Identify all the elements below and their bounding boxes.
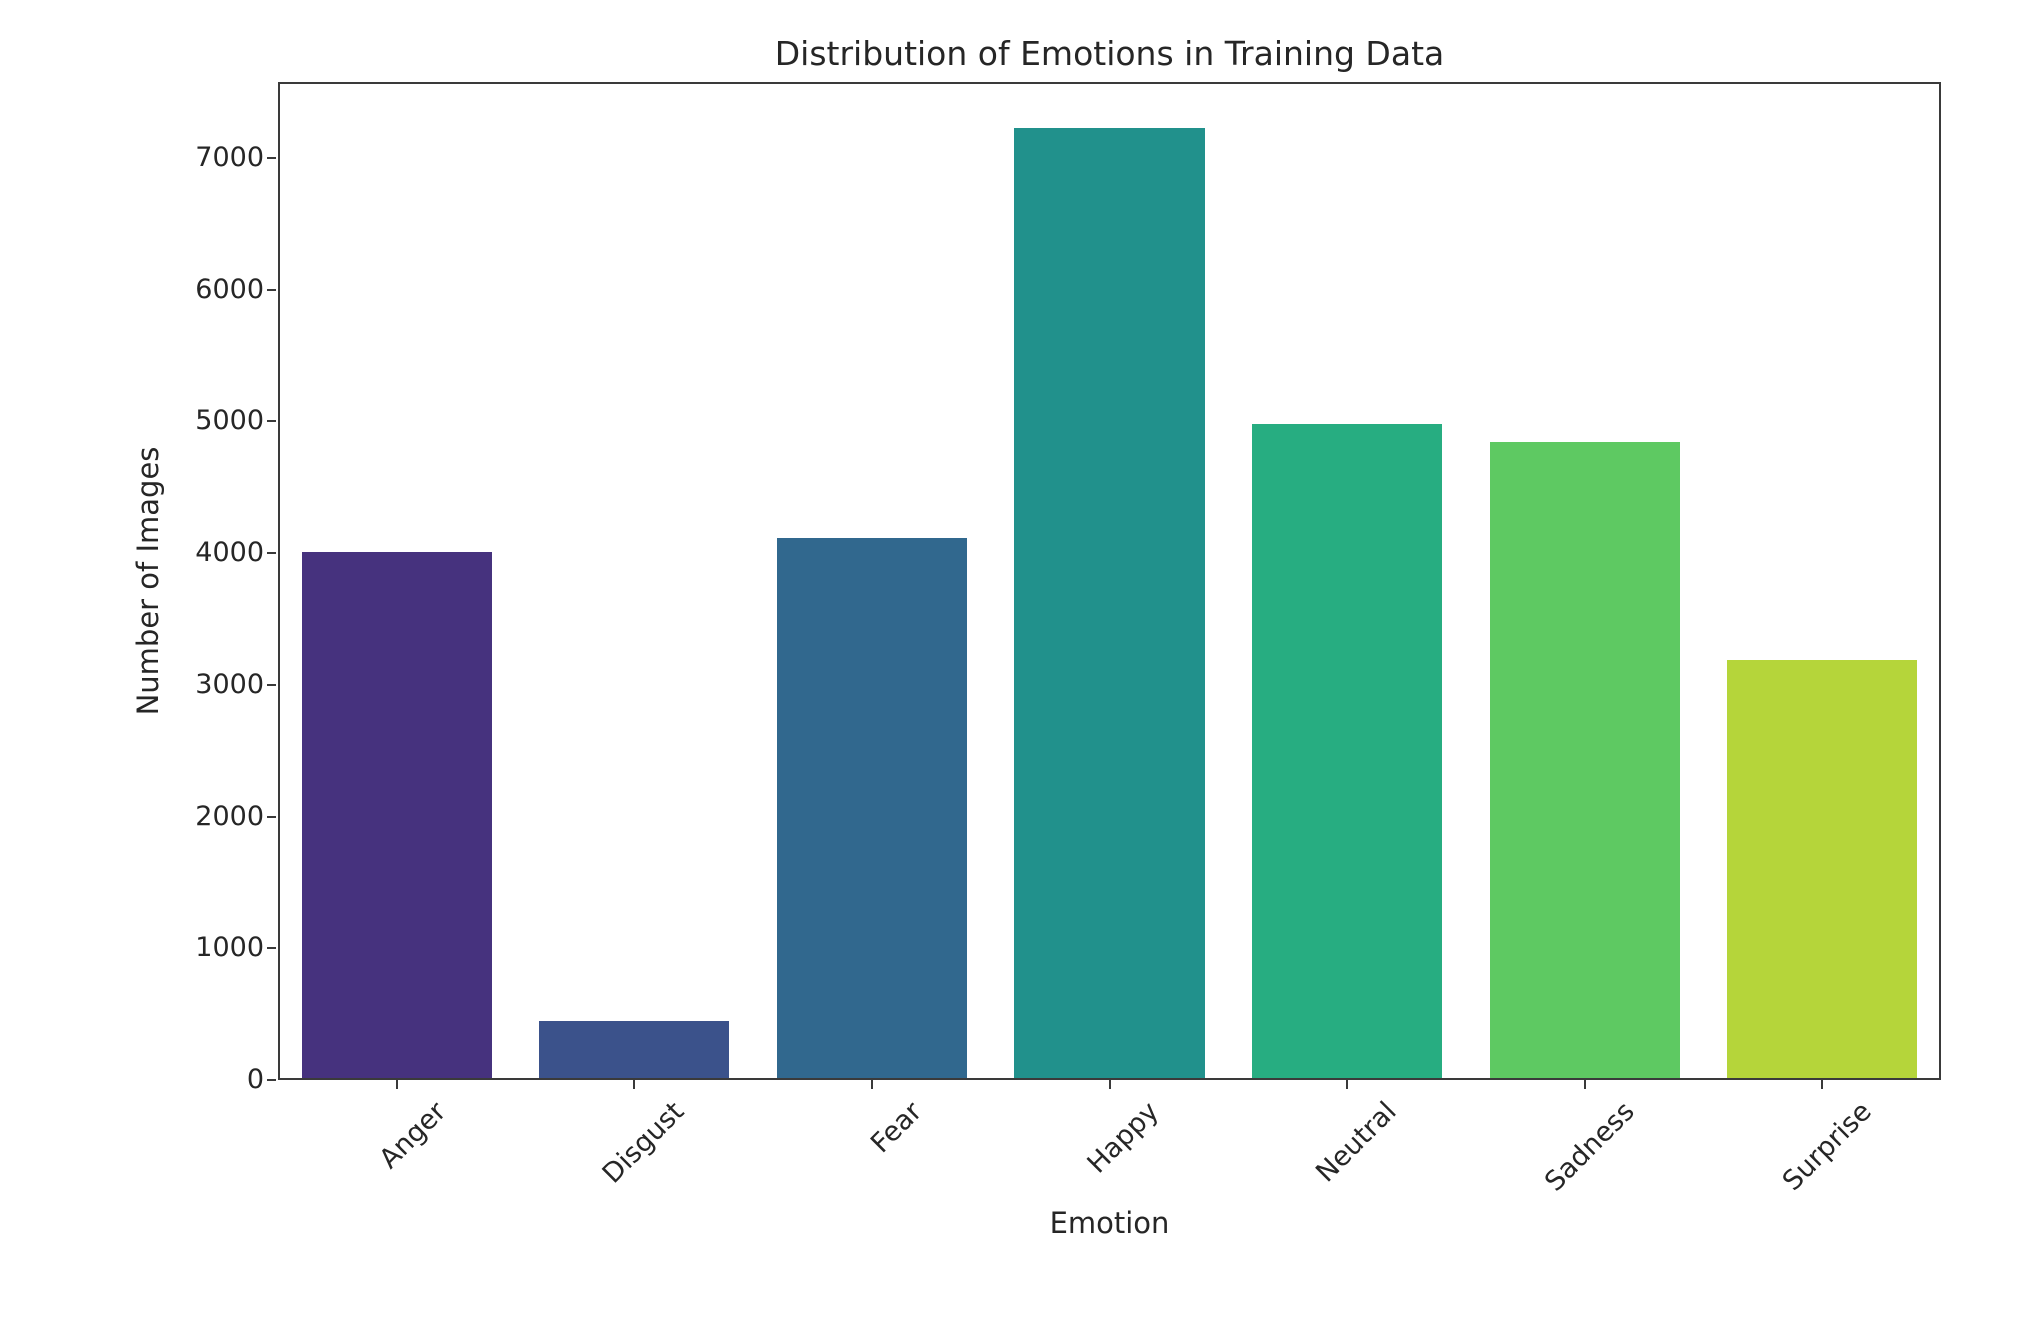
y-tick-mark	[267, 420, 276, 423]
x-axis-label: Emotion	[1049, 1206, 1170, 1240]
x-tick-label-sadness: Sadness	[1538, 1096, 1641, 1198]
x-tick-label-fear: Fear	[864, 1096, 928, 1160]
y-tick-label: 6000	[195, 273, 264, 305]
plot-area	[278, 82, 1941, 1080]
x-tick-label-happy: Happy	[1081, 1096, 1166, 1180]
y-tick-mark	[267, 815, 276, 818]
y-tick-label: 2000	[195, 800, 264, 832]
x-tick-mark	[633, 1080, 636, 1089]
y-tick-mark	[267, 683, 276, 686]
y-tick-mark	[267, 156, 276, 159]
x-tick-mark	[1346, 1080, 1349, 1089]
x-tick-mark	[1108, 1080, 1111, 1089]
y-tick-mark	[267, 947, 276, 950]
bar-sadness	[1489, 441, 1680, 1078]
y-tick-label: 7000	[195, 141, 264, 173]
x-tick-mark	[870, 1080, 873, 1089]
x-tick-mark	[395, 1080, 398, 1089]
y-tick-label: 4000	[195, 537, 264, 569]
x-tick-mark	[1583, 1080, 1586, 1089]
bar-disgust	[539, 1020, 730, 1078]
x-tick-label-anger: Anger	[373, 1096, 453, 1175]
y-tick-label: 5000	[195, 405, 264, 437]
x-tick-mark	[1821, 1080, 1824, 1089]
bar-happy	[1014, 127, 1205, 1078]
x-tick-label-surprise: Surprise	[1777, 1096, 1879, 1197]
x-tick-label-neutral: Neutral	[1310, 1096, 1403, 1189]
y-tick-label: 1000	[195, 932, 264, 964]
bar-neutral	[1252, 423, 1443, 1078]
bars-group	[280, 84, 1939, 1078]
y-tick-mark	[267, 288, 276, 291]
y-tick-label: 0	[246, 1064, 264, 1095]
y-axis-label: Number of Images	[131, 446, 165, 716]
y-tick-mark	[267, 1079, 276, 1081]
bar-surprise	[1727, 660, 1918, 1078]
y-tick-mark	[267, 552, 276, 555]
chart-title: Distribution of Emotions in Training Dat…	[774, 34, 1445, 73]
bar-fear	[776, 538, 967, 1078]
x-tick-label-disgust: Disgust	[596, 1096, 691, 1190]
y-tick-label: 3000	[195, 668, 264, 700]
bar-anger	[301, 551, 492, 1078]
